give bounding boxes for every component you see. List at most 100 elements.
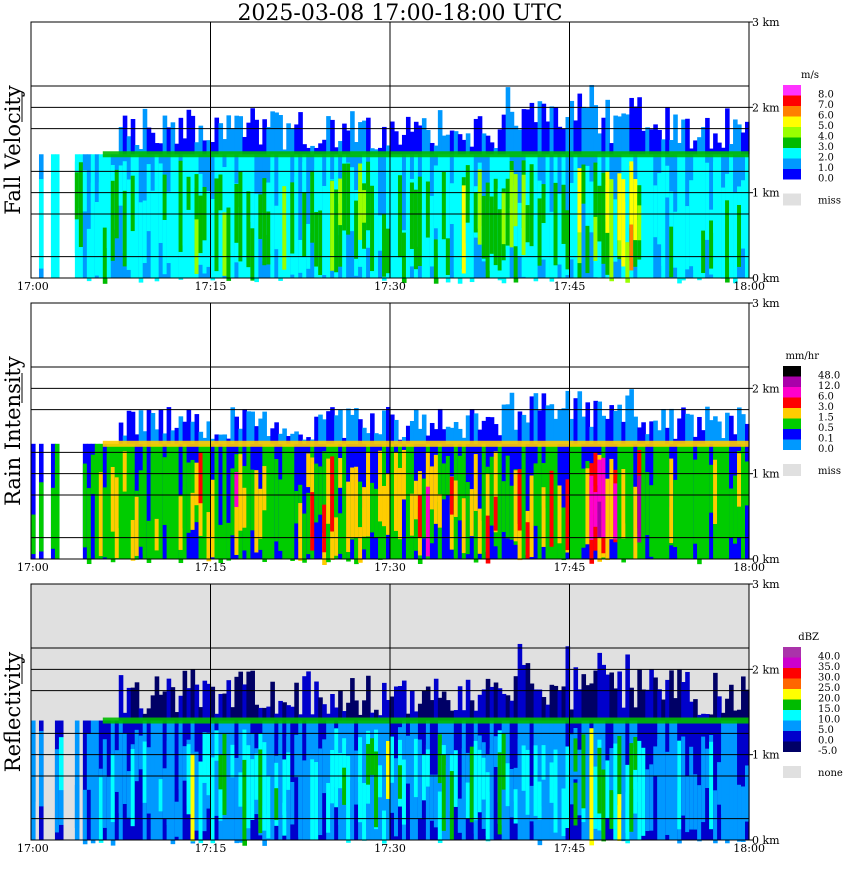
echo-cell	[194, 219, 200, 274]
echo-cell	[625, 395, 630, 444]
echo-cell	[31, 752, 36, 802]
echo-cell	[254, 753, 259, 800]
echo-cell	[725, 200, 730, 283]
echo-cell	[162, 192, 168, 275]
x-tick-label: 17:30	[374, 842, 406, 855]
echo-cell	[82, 170, 88, 212]
echo-cell	[421, 209, 427, 277]
echo-cell	[382, 810, 387, 844]
echo-cell	[585, 402, 591, 444]
echo-cell	[565, 117, 571, 155]
echo-cell	[198, 195, 204, 254]
echo-cell	[354, 200, 359, 259]
legend-label: 2.0	[818, 153, 834, 164]
echo-cell	[501, 693, 507, 721]
echo-cell	[449, 183, 455, 225]
echo-cell	[82, 154, 88, 278]
y-tick-label: 2 km	[752, 382, 780, 395]
echo-cell	[254, 704, 259, 721]
echo-cell	[605, 99, 610, 155]
echo-cell	[617, 735, 622, 806]
echo-cell	[350, 414, 355, 444]
echo-cell	[561, 128, 567, 155]
legend-label: 6.0	[818, 111, 834, 122]
echo-cell	[158, 409, 164, 444]
echo-cell	[513, 789, 519, 824]
echo-cell	[350, 111, 355, 155]
echo-cell	[413, 480, 419, 520]
echo-cell	[326, 507, 331, 563]
echo-cell	[278, 433, 283, 444]
echo-cell	[286, 443, 291, 559]
echo-cell	[322, 504, 327, 553]
echo-cell	[262, 411, 267, 444]
echo-cell	[302, 760, 307, 840]
echo-cell	[597, 133, 603, 155]
legend-label: 0.1	[818, 434, 834, 445]
echo-cell	[645, 472, 650, 536]
echo-cell	[342, 711, 347, 721]
echo-cell	[441, 443, 447, 559]
echo-cell	[290, 706, 295, 721]
echo-cell	[529, 785, 535, 822]
echo-cell	[425, 686, 431, 721]
echo-cell	[589, 683, 595, 721]
echo-cell	[298, 503, 303, 561]
echo-cell	[425, 749, 431, 787]
echo-cell	[533, 745, 539, 816]
echo-cell	[154, 429, 160, 444]
echo-cell	[449, 130, 455, 155]
echo-cell	[473, 490, 479, 563]
echo-cell	[310, 714, 315, 721]
echo-cell	[74, 720, 80, 840]
legend-label: miss	[818, 466, 841, 477]
echo-cell	[294, 431, 299, 444]
echo-cell	[617, 477, 622, 528]
echo-cell	[214, 434, 220, 444]
echo-cell	[693, 185, 698, 271]
echo-cell	[481, 195, 487, 259]
echo-cell	[370, 413, 375, 444]
echo-cell	[433, 454, 439, 524]
echo-cell	[485, 182, 491, 270]
echo-cell	[194, 462, 200, 506]
echo-cell	[669, 408, 674, 444]
echo-cell	[453, 498, 459, 557]
echo-cell	[417, 176, 423, 266]
echo-cell	[346, 702, 351, 721]
echo-cell	[242, 154, 247, 278]
legend-swatch	[783, 116, 801, 127]
echo-cell	[745, 765, 750, 822]
echo-cell	[621, 810, 626, 842]
echo-cell	[505, 87, 511, 155]
echo-cell	[505, 763, 511, 807]
echo-cell	[86, 733, 92, 790]
echo-cell	[318, 697, 323, 721]
echo-cell	[378, 215, 383, 251]
echo-cell	[390, 217, 395, 260]
echo-cell	[306, 223, 311, 269]
echo-cell	[106, 776, 112, 841]
echo-cell	[525, 522, 531, 559]
echo-cell	[401, 759, 407, 825]
echo-cell	[397, 144, 403, 155]
echo-cell	[497, 209, 503, 271]
echo-cell	[226, 522, 232, 561]
echo-cell	[565, 746, 571, 828]
echo-cell	[266, 182, 271, 235]
echo-cell	[721, 187, 726, 279]
echo-cell	[290, 433, 295, 444]
echo-cell	[733, 710, 738, 721]
echo-cell	[142, 200, 148, 264]
echo-cell	[126, 687, 132, 721]
echo-cell	[405, 735, 411, 784]
echo-cell	[262, 742, 267, 831]
y-axis-title: Rain Intensity	[1, 356, 25, 506]
echo-cell	[94, 202, 100, 276]
echo-cell	[437, 154, 443, 278]
echo-cell	[421, 118, 427, 155]
echo-cell	[126, 472, 132, 556]
echo-cell	[613, 688, 618, 721]
echo-cell	[509, 485, 515, 540]
echo-cell	[441, 219, 447, 271]
